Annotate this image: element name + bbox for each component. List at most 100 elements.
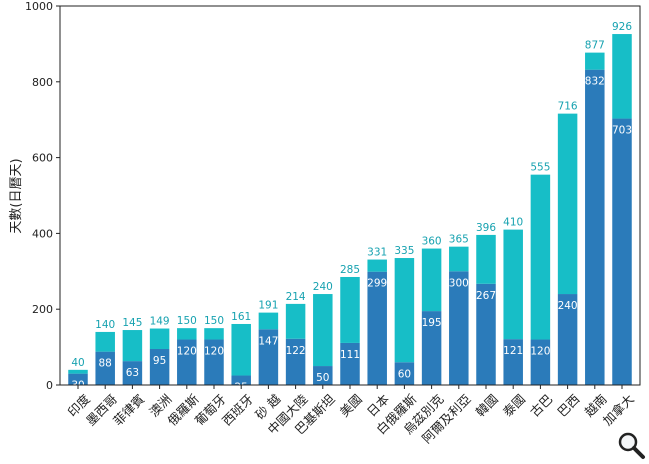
x-tick-label: 美國 [337,391,365,419]
bar-bottom [557,294,578,385]
bar-total-label: 335 [394,245,414,257]
bar-total-label: 145 [122,317,142,329]
bar-inner-label: 122 [286,345,306,357]
bar-inner-label: 95 [153,355,166,367]
bar-bottom [530,339,551,385]
bar-bottom [421,311,442,385]
bar-inner-label: 63 [126,367,139,379]
y-tick-label: 600 [32,152,53,165]
bar-bottom [394,362,415,385]
bar-total-label: 926 [612,21,632,33]
bar-bottom [68,373,88,385]
zoom-button[interactable] [616,430,646,460]
bar-top [149,328,170,349]
x-tick-label: 加拿大 [600,391,637,428]
bar-total-label: 191 [258,300,278,312]
x-tick-label: 泰國 [500,391,528,419]
bar-inner-label: 267 [476,290,496,302]
bar-total-label: 150 [204,315,224,327]
bar-bottom [585,69,605,385]
plot-area: 3040印度88140墨西哥63145菲律賓95149澳洲120150俄羅斯12… [25,0,641,446]
bar-inner-label: 50 [316,372,329,384]
x-tick-label: 西班牙 [219,391,256,428]
bar-total-label: 285 [340,264,360,276]
y-tick-label: 400 [32,227,53,240]
x-tick-label: 菲律賓 [110,391,147,428]
bar-top [68,369,88,374]
bar-top [122,330,143,362]
bar-bottom [367,271,387,385]
bar-total-label: 150 [177,315,197,327]
axes-frame [59,5,641,386]
bar-top [530,174,551,340]
bar-bottom [231,375,251,385]
bar-bottom [285,338,306,385]
bar-top [177,328,197,340]
bar-bottom [258,329,279,385]
bar-total-label: 396 [476,222,496,234]
bar-top [557,113,578,295]
bar-total-label: 877 [585,40,605,52]
bar-bottom [95,351,115,385]
y-axis-label: 天數(日曆天) [9,158,24,233]
bar-inner-label: 300 [449,277,469,289]
y-tick-label: 0 [46,379,53,392]
bar-total-label: 716 [558,101,578,113]
bar-total-label: 161 [231,311,251,323]
bar-inner-label: 240 [558,300,578,312]
magnifier-icon [618,432,645,459]
bar-inner-label: 832 [585,76,605,88]
bar-top [285,303,306,339]
bar-top [95,331,115,352]
bar-inner-label: 121 [503,345,523,357]
bar-bottom [204,339,224,385]
bar-top [612,34,632,119]
bar-top [258,312,279,330]
bar-inner-label: 147 [258,335,278,347]
bar-total-label: 240 [313,281,333,293]
bar-total-label: 365 [449,234,469,246]
bar-top [394,258,415,363]
bar-bottom [313,366,333,385]
bar-inner-label: 703 [612,125,632,137]
bar-top [585,52,605,70]
bar-total-label: 410 [503,217,523,229]
bar-top [503,229,523,340]
bar-bottom [122,361,143,385]
bar-total-label: 214 [286,291,306,303]
bar-inner-label: 120 [177,346,197,358]
x-tick-label: 古巴 [527,391,555,419]
x-tick-label: 巴西 [554,391,582,419]
bar-total-label: 555 [530,162,550,174]
bar-bottom [449,271,469,385]
bar-top [340,276,360,343]
bar-bottom [149,348,170,385]
bar-top [204,328,224,340]
bar-inner-label: 299 [367,278,387,290]
bar-top [231,323,251,376]
y-tick-label: 1000 [25,0,53,13]
bar-total-label: 40 [71,357,84,369]
bar-bottom [177,339,197,385]
bar-top [449,246,469,272]
bar-inner-label: 111 [340,349,360,361]
y-tick-label: 800 [32,76,53,89]
bar-top [421,248,442,312]
bar-inner-label: 120 [530,346,550,358]
bar-top [313,294,333,367]
bar-inner-label: 120 [204,346,224,358]
bar-inner-label: 60 [398,368,411,380]
bar-total-label: 140 [95,319,115,331]
bar-bottom [340,342,360,385]
bar-top [367,259,387,272]
bar-inner-label: 195 [422,317,442,329]
bar-total-label: 149 [150,316,170,328]
bar-bottom [503,339,523,385]
bar-total-label: 331 [367,247,387,259]
bar-bottom [476,283,496,385]
bar-inner-label: 88 [99,358,112,370]
bar-bottom [612,118,632,386]
y-tick-label: 200 [32,303,53,316]
x-tick-label: 韓國 [473,391,501,419]
